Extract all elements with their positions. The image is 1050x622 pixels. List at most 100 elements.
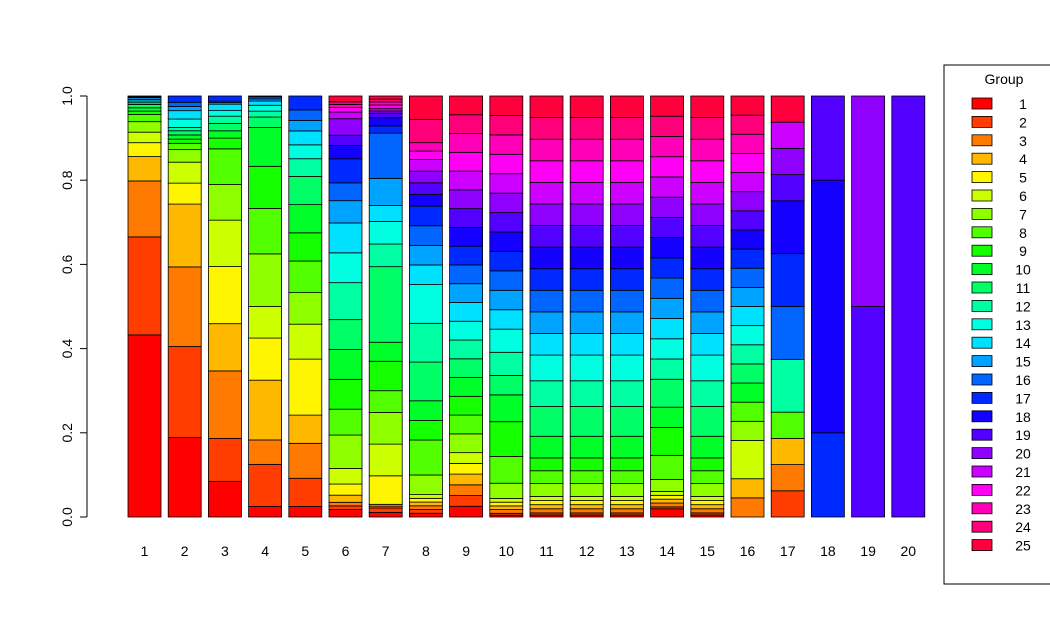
bar-segment [368, 507, 403, 513]
bar-segment [569, 406, 604, 437]
bar-segment [167, 101, 202, 107]
bar-segment [368, 266, 403, 343]
x-tick-label: 3 [221, 543, 229, 559]
legend-label: 4 [1019, 151, 1027, 167]
legend-entry: 24 [971, 519, 1031, 535]
bar-segment [248, 306, 283, 339]
bar-segment [408, 182, 443, 195]
bar-segment [489, 501, 524, 507]
bar-segment [328, 222, 363, 254]
legend-label: 15 [1015, 354, 1031, 370]
bar-segment [610, 95, 644, 118]
x-tick-label: 6 [342, 543, 350, 559]
bar-segment [288, 130, 323, 146]
bar-segment [529, 311, 564, 334]
bar-segment [167, 149, 202, 163]
bar-segment [730, 172, 765, 193]
bar-segment [569, 457, 604, 472]
bar-segment [328, 319, 363, 350]
legend-swatch [971, 502, 993, 515]
x-tick-label: 14 [659, 543, 675, 559]
bar-segment [650, 95, 684, 117]
bar-segment [328, 408, 363, 436]
bar-segment [167, 182, 202, 205]
bar-segment [368, 177, 403, 206]
bar-segment [730, 153, 765, 173]
bar-segment [248, 100, 283, 106]
bar-segment [368, 104, 403, 110]
bar-segment [610, 181, 644, 205]
legend-entry: 3 [971, 133, 1027, 149]
bar-segment [127, 142, 162, 157]
bar-segment [167, 130, 202, 136]
bar-segment [288, 158, 323, 177]
bar-segment [569, 508, 604, 514]
bar-segment [127, 110, 162, 115]
bar-segment [650, 406, 684, 428]
bar-segment [650, 277, 684, 299]
bar-stack [730, 95, 765, 518]
bar-segment [207, 480, 242, 518]
bar-segment [529, 181, 564, 205]
bar-stack [569, 95, 604, 518]
bar-segment [328, 101, 363, 105]
legend-swatch [971, 226, 993, 239]
bar-segment [610, 225, 644, 248]
bar-segment [610, 333, 644, 356]
bar-segment [167, 142, 202, 151]
bar-segment [449, 452, 484, 464]
bar-segment [408, 361, 443, 402]
bar-segment [408, 501, 443, 507]
legend-label: 12 [1015, 298, 1031, 314]
y-axis: 0.0 0.2 0.4 0.6 0.8 1.0 [59, 86, 88, 527]
bar-segment [730, 382, 765, 403]
legend-entry: 15 [971, 354, 1031, 370]
bar-segment [610, 483, 644, 497]
bar-segment [408, 512, 443, 518]
bar-segment [610, 138, 644, 162]
x-tick-label: 1 [141, 543, 149, 559]
legend-swatch [971, 244, 993, 257]
bar-segment [610, 160, 644, 183]
bar-segment [610, 311, 644, 334]
x-tick-label: 8 [422, 543, 430, 559]
bar-segment [489, 212, 524, 233]
x-tick-label: 4 [261, 543, 269, 559]
legend-entry: 25 [971, 538, 1031, 554]
bar-segment [449, 95, 484, 116]
bar-segment [167, 110, 202, 120]
bar-segment [368, 220, 403, 245]
bar-segment [650, 115, 684, 137]
bar-segment [851, 306, 885, 518]
bar-segment [650, 494, 684, 500]
bar-segment [690, 333, 725, 356]
bar-segment [207, 370, 242, 439]
legend-title: Group [985, 71, 1024, 87]
bar-stack [891, 95, 926, 518]
legend-entry: 16 [971, 372, 1031, 388]
bar-segment [650, 196, 684, 218]
bar-segment [529, 496, 564, 501]
bar-segment [368, 132, 403, 179]
bar-segment [449, 302, 484, 322]
bar-segment [730, 210, 765, 231]
y-tick-label: 1.0 [59, 86, 75, 106]
bar-stack [770, 95, 805, 518]
x-tick-label: 10 [499, 543, 515, 559]
bar-segment [811, 95, 845, 181]
x-tick-label: 18 [820, 543, 836, 559]
y-tick-label: 0.8 [59, 170, 75, 190]
legend-entry: 2 [971, 114, 1027, 130]
x-tick-label: 9 [462, 543, 470, 559]
bar-segment [408, 474, 443, 495]
bar-segment [368, 95, 403, 100]
bar-segment [408, 497, 443, 503]
bar-segment [288, 442, 323, 479]
bar-segment [328, 434, 363, 469]
bar-segment [730, 440, 765, 480]
legend-swatch [971, 97, 993, 110]
legend-swatch [971, 373, 993, 386]
bar-segment [167, 437, 202, 518]
bar-segment [449, 151, 484, 172]
bar-segment [167, 138, 202, 144]
